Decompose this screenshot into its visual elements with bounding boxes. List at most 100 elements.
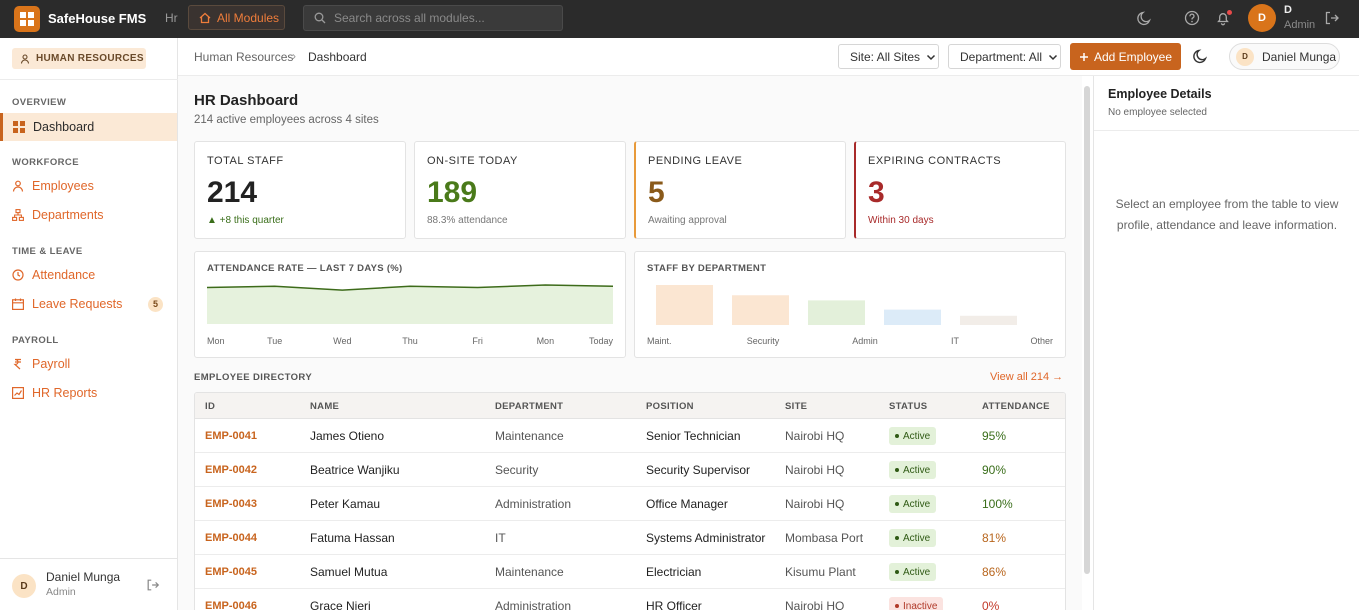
table-row[interactable]: EMP-0043 Peter Kamau Administration Office … <box>195 487 1065 521</box>
x-tick-label: Security <box>747 336 780 346</box>
status-badge: Active <box>889 563 937 581</box>
sidebar: HUMAN RESOURCES OVERVIEW Dashboard WORKF… <box>0 38 178 610</box>
column-header-id[interactable]: ID <box>205 401 216 412</box>
column-header-attendance[interactable]: ATTENDANCE <box>982 401 1050 412</box>
logout-icon[interactable] <box>1323 9 1341 27</box>
help-icon[interactable] <box>1183 9 1201 27</box>
stat-label: EXPIRING CONTRACTS <box>868 155 1002 167</box>
sidebar-item-label: Employees <box>32 179 94 193</box>
x-tick-label: Mon <box>207 336 225 346</box>
cell-id[interactable]: EMP-0044 <box>205 532 257 544</box>
cell-department: IT <box>495 531 506 545</box>
sidebar-item-label: Payroll <box>32 357 71 371</box>
employee-table: ID NAME DEPARTMENT POSITION SITE STATUS … <box>194 392 1066 610</box>
cell-site: Nairobi HQ <box>785 429 845 443</box>
column-header-status[interactable]: STATUS <box>889 401 928 412</box>
top-user-role: Admin <box>1284 19 1316 31</box>
module-tag: Hr <box>165 11 178 25</box>
directory-title: EMPLOYEE DIRECTORY <box>194 372 313 383</box>
breadcrumb-human-resources[interactable]: Human Resources <box>194 50 294 64</box>
search-input[interactable] <box>334 11 554 25</box>
cell-department: Maintenance <box>495 565 564 579</box>
department-bar <box>732 295 789 325</box>
column-header-name[interactable]: NAME <box>310 401 340 412</box>
chart-title: STAFF BY DEPARTMENT <box>647 263 767 274</box>
add-employee-button[interactable]: Add Employee <box>1070 43 1181 70</box>
x-tick-label: Thu <box>402 336 418 346</box>
details-subtitle: No employee selected <box>1108 107 1207 118</box>
x-tick-label: Today <box>589 336 614 346</box>
cell-id[interactable]: EMP-0046 <box>205 600 257 610</box>
view-all-link[interactable]: View all 214 → <box>990 371 1064 383</box>
cell-id[interactable]: EMP-0043 <box>205 498 257 510</box>
cell-id[interactable]: EMP-0041 <box>205 430 257 442</box>
department-filter-select[interactable]: Department: All <box>948 44 1061 69</box>
sidebar-item-attendance[interactable]: Attendance <box>0 261 177 289</box>
table-row[interactable]: EMP-0045 Samuel Mutua Maintenance Electrici… <box>195 555 1065 589</box>
cell-department: Security <box>495 463 539 477</box>
sidebar-item-dashboard[interactable]: Dashboard <box>0 113 177 141</box>
stat-value: 189 <box>427 176 478 209</box>
avatar[interactable]: D <box>1248 4 1276 32</box>
search-icon <box>314 12 326 24</box>
cell-site: Nairobi HQ <box>785 463 845 477</box>
sidebar-item-label: HR Reports <box>32 386 98 400</box>
cell-position: HR Officer <box>646 599 702 610</box>
chart-icon <box>12 387 24 399</box>
sidebar-item-label: Attendance <box>32 268 96 282</box>
user-menu-pill[interactable]: D Daniel Munga <box>1229 43 1340 70</box>
employee-details-panel: Employee Details No employee selected Se… <box>1093 76 1359 610</box>
cell-id[interactable]: EMP-0042 <box>205 464 257 476</box>
column-header-department[interactable]: DEPARTMENT <box>495 401 564 412</box>
table-row[interactable]: EMP-0044 Fatuma Hassan IT Systems Administr… <box>195 521 1065 555</box>
divider <box>0 79 178 80</box>
site-filter-select[interactable]: Site: All Sites <box>838 44 939 69</box>
app-logo-icon[interactable] <box>14 6 40 32</box>
cell-department: Maintenance <box>495 429 564 443</box>
table-row[interactable]: EMP-0041 James Otieno Maintenance Senior Te… <box>195 419 1065 453</box>
cell-attendance: 90% <box>982 463 1007 477</box>
section-label-overview: OVERVIEW <box>12 97 67 108</box>
details-empty-message: Select an employee from the table to vie… <box>1115 197 1339 232</box>
scrollbar[interactable] <box>1084 86 1090 574</box>
logout-icon[interactable] <box>146 578 160 595</box>
status-dot-icon <box>895 434 899 438</box>
table-row[interactable]: EMP-0046 Grace Njeri Administration HR Offi… <box>195 589 1065 610</box>
module-badge: HUMAN RESOURCES <box>12 48 146 69</box>
app-name: SafeHouse FMS <box>48 11 147 26</box>
cell-site: Kisumu Plant <box>785 565 856 579</box>
dark-mode-toggle-icon[interactable] <box>1193 48 1209 67</box>
notification-bell-icon[interactable] <box>1214 9 1232 27</box>
attendance-area-chart: Mon Tue Wed Thu Fri Mon Today <box>206 284 614 346</box>
department-bar <box>960 315 1017 325</box>
breadcrumb-dashboard: Dashboard <box>308 50 367 64</box>
stat-value: 3 <box>868 176 885 209</box>
column-header-position[interactable]: POSITION <box>646 401 694 412</box>
cell-position: Office Manager <box>646 497 728 511</box>
sidebar-item-payroll[interactable]: Payroll <box>0 350 177 378</box>
cell-name: Fatuma Hassan <box>310 531 395 545</box>
all-modules-button[interactable]: All Modules <box>188 5 285 30</box>
details-title: Employee Details <box>1108 87 1212 101</box>
global-search[interactable] <box>303 5 563 31</box>
avatar[interactable]: D <box>12 574 36 598</box>
footer-user-role: Admin <box>46 586 76 598</box>
cell-name: Beatrice Wanjiku <box>310 463 400 477</box>
dark-mode-icon[interactable] <box>1136 9 1154 27</box>
sidebar-item-employees[interactable]: Employees <box>0 172 177 200</box>
status-label: Active <box>903 430 931 442</box>
divider <box>1094 130 1359 131</box>
sidebar-item-hr-reports[interactable]: HR Reports <box>0 379 177 407</box>
column-header-site[interactable]: SITE <box>785 401 808 412</box>
sidebar-item-departments[interactable]: Departments <box>0 201 177 229</box>
cell-name: James Otieno <box>310 429 385 443</box>
table-row[interactable]: EMP-0042 Beatrice Wanjiku Security Security… <box>195 453 1065 487</box>
cell-position: Security Supervisor <box>646 463 751 477</box>
cell-department: Administration <box>495 497 572 511</box>
sidebar-item-leave-requests[interactable]: Leave Requests 5 <box>0 290 177 318</box>
page-subtitle: 214 active employees across 4 sites <box>194 114 379 126</box>
x-tick-label: Mon <box>537 336 555 346</box>
table-header: ID NAME DEPARTMENT POSITION SITE STATUS … <box>195 393 1065 419</box>
cell-id[interactable]: EMP-0045 <box>205 566 257 578</box>
stat-card-total-staff: TOTAL STAFF 214 ▲ +8 this quarter <box>194 141 406 239</box>
